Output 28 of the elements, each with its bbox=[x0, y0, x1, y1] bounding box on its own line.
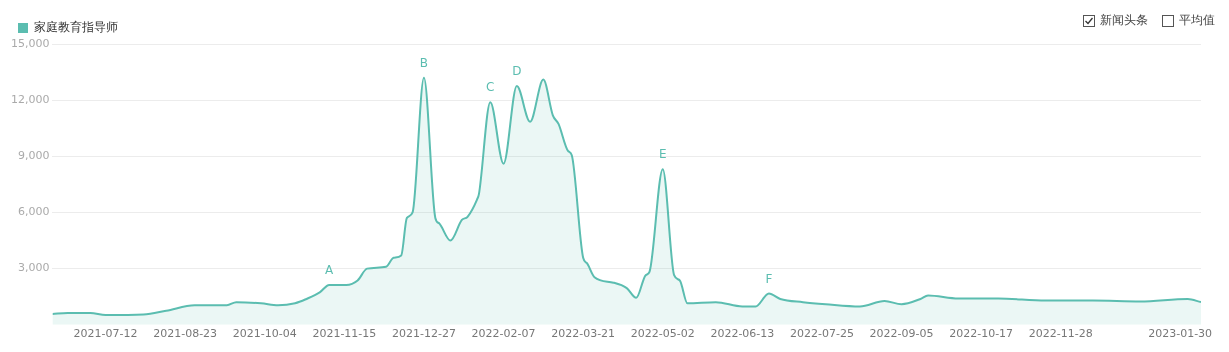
x-tick-label: 2022-03-21 bbox=[551, 327, 616, 341]
y-tick-label: 6,000 bbox=[17, 205, 50, 219]
annotation: C bbox=[486, 80, 495, 95]
y-tick-label: 9,000 bbox=[17, 149, 50, 163]
x-tick-label: 2021-10-04 bbox=[232, 327, 297, 341]
x-tick-label: 2022-06-13 bbox=[710, 327, 775, 341]
x-tick-label: 2021-08-23 bbox=[153, 327, 218, 341]
x-tick-label: 2021-12-27 bbox=[391, 327, 456, 341]
x-tick-label: 2023-01-30 bbox=[1148, 327, 1213, 341]
annotation: A bbox=[325, 263, 335, 278]
x-tick-label: 2022-11-28 bbox=[1028, 327, 1093, 341]
x-tick-label: 2022-02-07 bbox=[471, 327, 536, 341]
x-tick-label: 2022-10-17 bbox=[949, 327, 1014, 341]
annotation: F bbox=[765, 271, 773, 286]
x-tick-label: 2022-07-25 bbox=[789, 327, 854, 341]
x-tick-label: 2021-11-15 bbox=[312, 327, 377, 341]
annotation: D bbox=[512, 64, 522, 79]
annotation: E bbox=[658, 147, 667, 162]
x-tick-label: 2021-07-12 bbox=[73, 327, 138, 341]
legend-label: 家庭教育指导师 bbox=[34, 20, 118, 35]
y-tick-label: 12,000 bbox=[10, 93, 50, 107]
annotation: B bbox=[419, 55, 429, 70]
x-tick-label: 2022-09-05 bbox=[869, 327, 934, 341]
text: 新闻头条 bbox=[1100, 12, 1148, 29]
text: 平均值 bbox=[1179, 12, 1215, 29]
y-tick-label: 15,000 bbox=[10, 36, 50, 50]
y-tick-label: 3,000 bbox=[17, 261, 50, 275]
x-tick-label: 2022-05-02 bbox=[630, 327, 695, 341]
